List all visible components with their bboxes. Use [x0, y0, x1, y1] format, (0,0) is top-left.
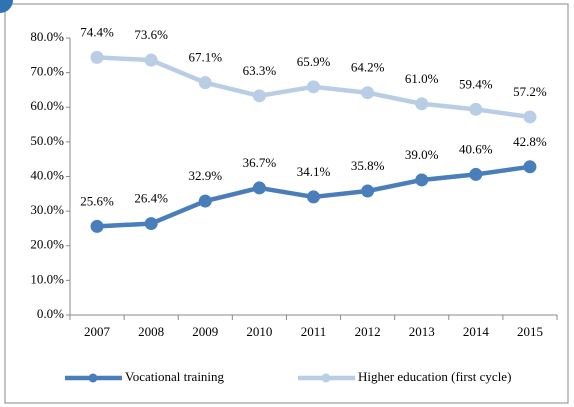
x-tick-label: 2008	[138, 324, 164, 339]
data-label: 36.7%	[243, 155, 277, 170]
data-point	[144, 53, 158, 67]
data-label: 67.1%	[188, 50, 222, 65]
data-label: 42.8%	[513, 134, 547, 149]
data-point	[90, 219, 104, 233]
legend-label: Higher education (first cycle)	[358, 369, 511, 384]
data-point	[469, 102, 483, 116]
x-tick-label: 2015	[517, 324, 543, 339]
data-label: 63.3%	[243, 63, 277, 78]
data-label: 73.6%	[134, 27, 168, 42]
data-point	[307, 80, 320, 94]
y-tick-label: 30.0%	[30, 202, 64, 217]
legend-marker	[321, 373, 331, 383]
data-label: 26.4%	[134, 191, 168, 206]
data-label: 34.1%	[297, 164, 331, 179]
data-point	[252, 89, 266, 103]
x-tick-label: 2010	[246, 324, 272, 339]
corner-badge	[0, 0, 13, 13]
y-tick-label: 10.0%	[30, 271, 64, 286]
data-point	[523, 110, 537, 124]
data-label: 61.0%	[405, 71, 439, 86]
data-point	[415, 97, 429, 111]
data-point	[415, 173, 429, 187]
x-tick-label: 2013	[409, 324, 435, 339]
x-tick-label: 2007	[84, 324, 111, 339]
data-label: 64.2%	[351, 60, 385, 75]
legend-label: Vocational training	[125, 369, 225, 384]
data-point	[469, 167, 483, 181]
data-label: 25.6%	[80, 193, 114, 208]
x-tick-label: 2014	[463, 324, 490, 339]
data-point	[361, 184, 375, 198]
data-point	[361, 86, 375, 100]
legend-marker	[88, 373, 98, 383]
data-label: 39.0%	[405, 147, 439, 162]
y-tick-label: 60.0%	[30, 98, 64, 113]
data-point	[523, 160, 537, 174]
data-label: 35.8%	[351, 158, 385, 173]
x-tick-label: 2012	[355, 324, 381, 339]
data-label: 74.4%	[80, 24, 114, 39]
data-point	[144, 217, 158, 231]
data-label: 59.4%	[459, 76, 493, 91]
data-label: 65.9%	[297, 54, 331, 69]
data-label: 32.9%	[188, 168, 222, 183]
y-tick-label: 40.0%	[30, 167, 64, 182]
data-point	[198, 76, 212, 90]
y-tick-label: 70.0%	[30, 64, 64, 79]
data-point	[252, 181, 266, 195]
y-tick-label: 50.0%	[30, 133, 64, 148]
x-tick-label: 2009	[192, 324, 218, 339]
y-tick-label: 20.0%	[30, 237, 64, 252]
data-point	[198, 194, 212, 208]
data-point	[90, 50, 104, 64]
y-tick-label: 0.0%	[37, 306, 64, 321]
x-tick-label: 2011	[301, 324, 327, 339]
data-label: 40.6%	[459, 141, 493, 156]
data-point	[307, 190, 320, 204]
y-tick-label: 80.0%	[30, 29, 64, 44]
data-label: 57.2%	[513, 84, 547, 99]
chart-frame	[4, 3, 569, 404]
